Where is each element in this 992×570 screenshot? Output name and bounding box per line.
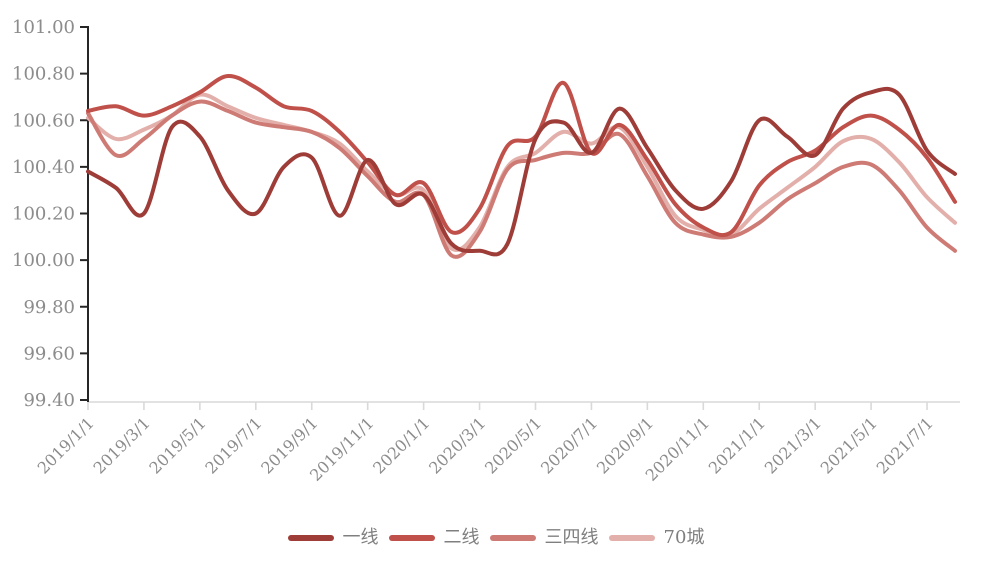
tier1-legend-label: 一线	[342, 527, 379, 548]
legend-item-tier34: 三四线	[489, 527, 599, 548]
x-tick-label: 2021/7/1	[873, 413, 937, 477]
legend-item-70cities: 70城	[608, 527, 705, 548]
tier2-legend-label: 二线	[443, 527, 480, 548]
seventy-cities-line-swatch	[608, 535, 655, 541]
x-tick-label: 2021/1/1	[705, 413, 769, 477]
x-tick-label: 2020/5/1	[481, 413, 545, 477]
y-tick-label: 99.60	[23, 343, 75, 364]
chart-legend: 一线 二线 三四线 70城	[0, 529, 992, 547]
x-tick-label: 2019/3/1	[90, 413, 154, 477]
legend-item-tier2: 二线	[388, 527, 480, 548]
tier34-legend-label: 三四线	[544, 527, 599, 548]
tier2-line-swatch	[388, 535, 435, 541]
legend-item-tier1: 一线	[287, 527, 379, 548]
y-tick-label: 101.00	[12, 17, 75, 38]
y-axis-ticks: 101.00 100.80 100.60 100.40 100.20 100.00 99.8…	[12, 17, 88, 411]
x-tick-label: 2020/7/1	[537, 413, 601, 477]
y-tick-label: 100.40	[12, 157, 75, 178]
seventy-cities-legend-label: 70城	[663, 527, 705, 548]
x-tick-label: 2019/5/1	[145, 413, 209, 477]
y-tick-label: 100.80	[12, 64, 75, 85]
x-tick-label: 2019/1/1	[34, 413, 98, 477]
x-tick-label: 2019/7/1	[201, 413, 265, 477]
x-tick-label: 2020/3/1	[425, 413, 489, 477]
y-tick-label: 99.80	[23, 297, 75, 318]
series-line-tier2	[86, 73, 957, 237]
y-tick-label: 99.40	[23, 390, 75, 411]
series-line-tier1	[86, 86, 957, 257]
x-tick-label: 2021/3/1	[761, 413, 825, 477]
tier1-line-swatch	[287, 535, 334, 541]
x-axis-ticks: 2019/1/12019/3/12019/5/12019/7/12019/9/1…	[34, 402, 937, 485]
y-tick-label: 100.60	[12, 110, 75, 131]
y-tick-label: 100.20	[12, 204, 75, 225]
tier34-line-swatch	[489, 535, 536, 541]
x-tick-label: 2021/5/1	[817, 413, 881, 477]
y-tick-label: 100.00	[12, 250, 75, 271]
x-tick-label: 2020/1/1	[369, 413, 433, 477]
series-line-seventy-cities	[86, 92, 957, 252]
series-line-tier34	[86, 99, 957, 259]
